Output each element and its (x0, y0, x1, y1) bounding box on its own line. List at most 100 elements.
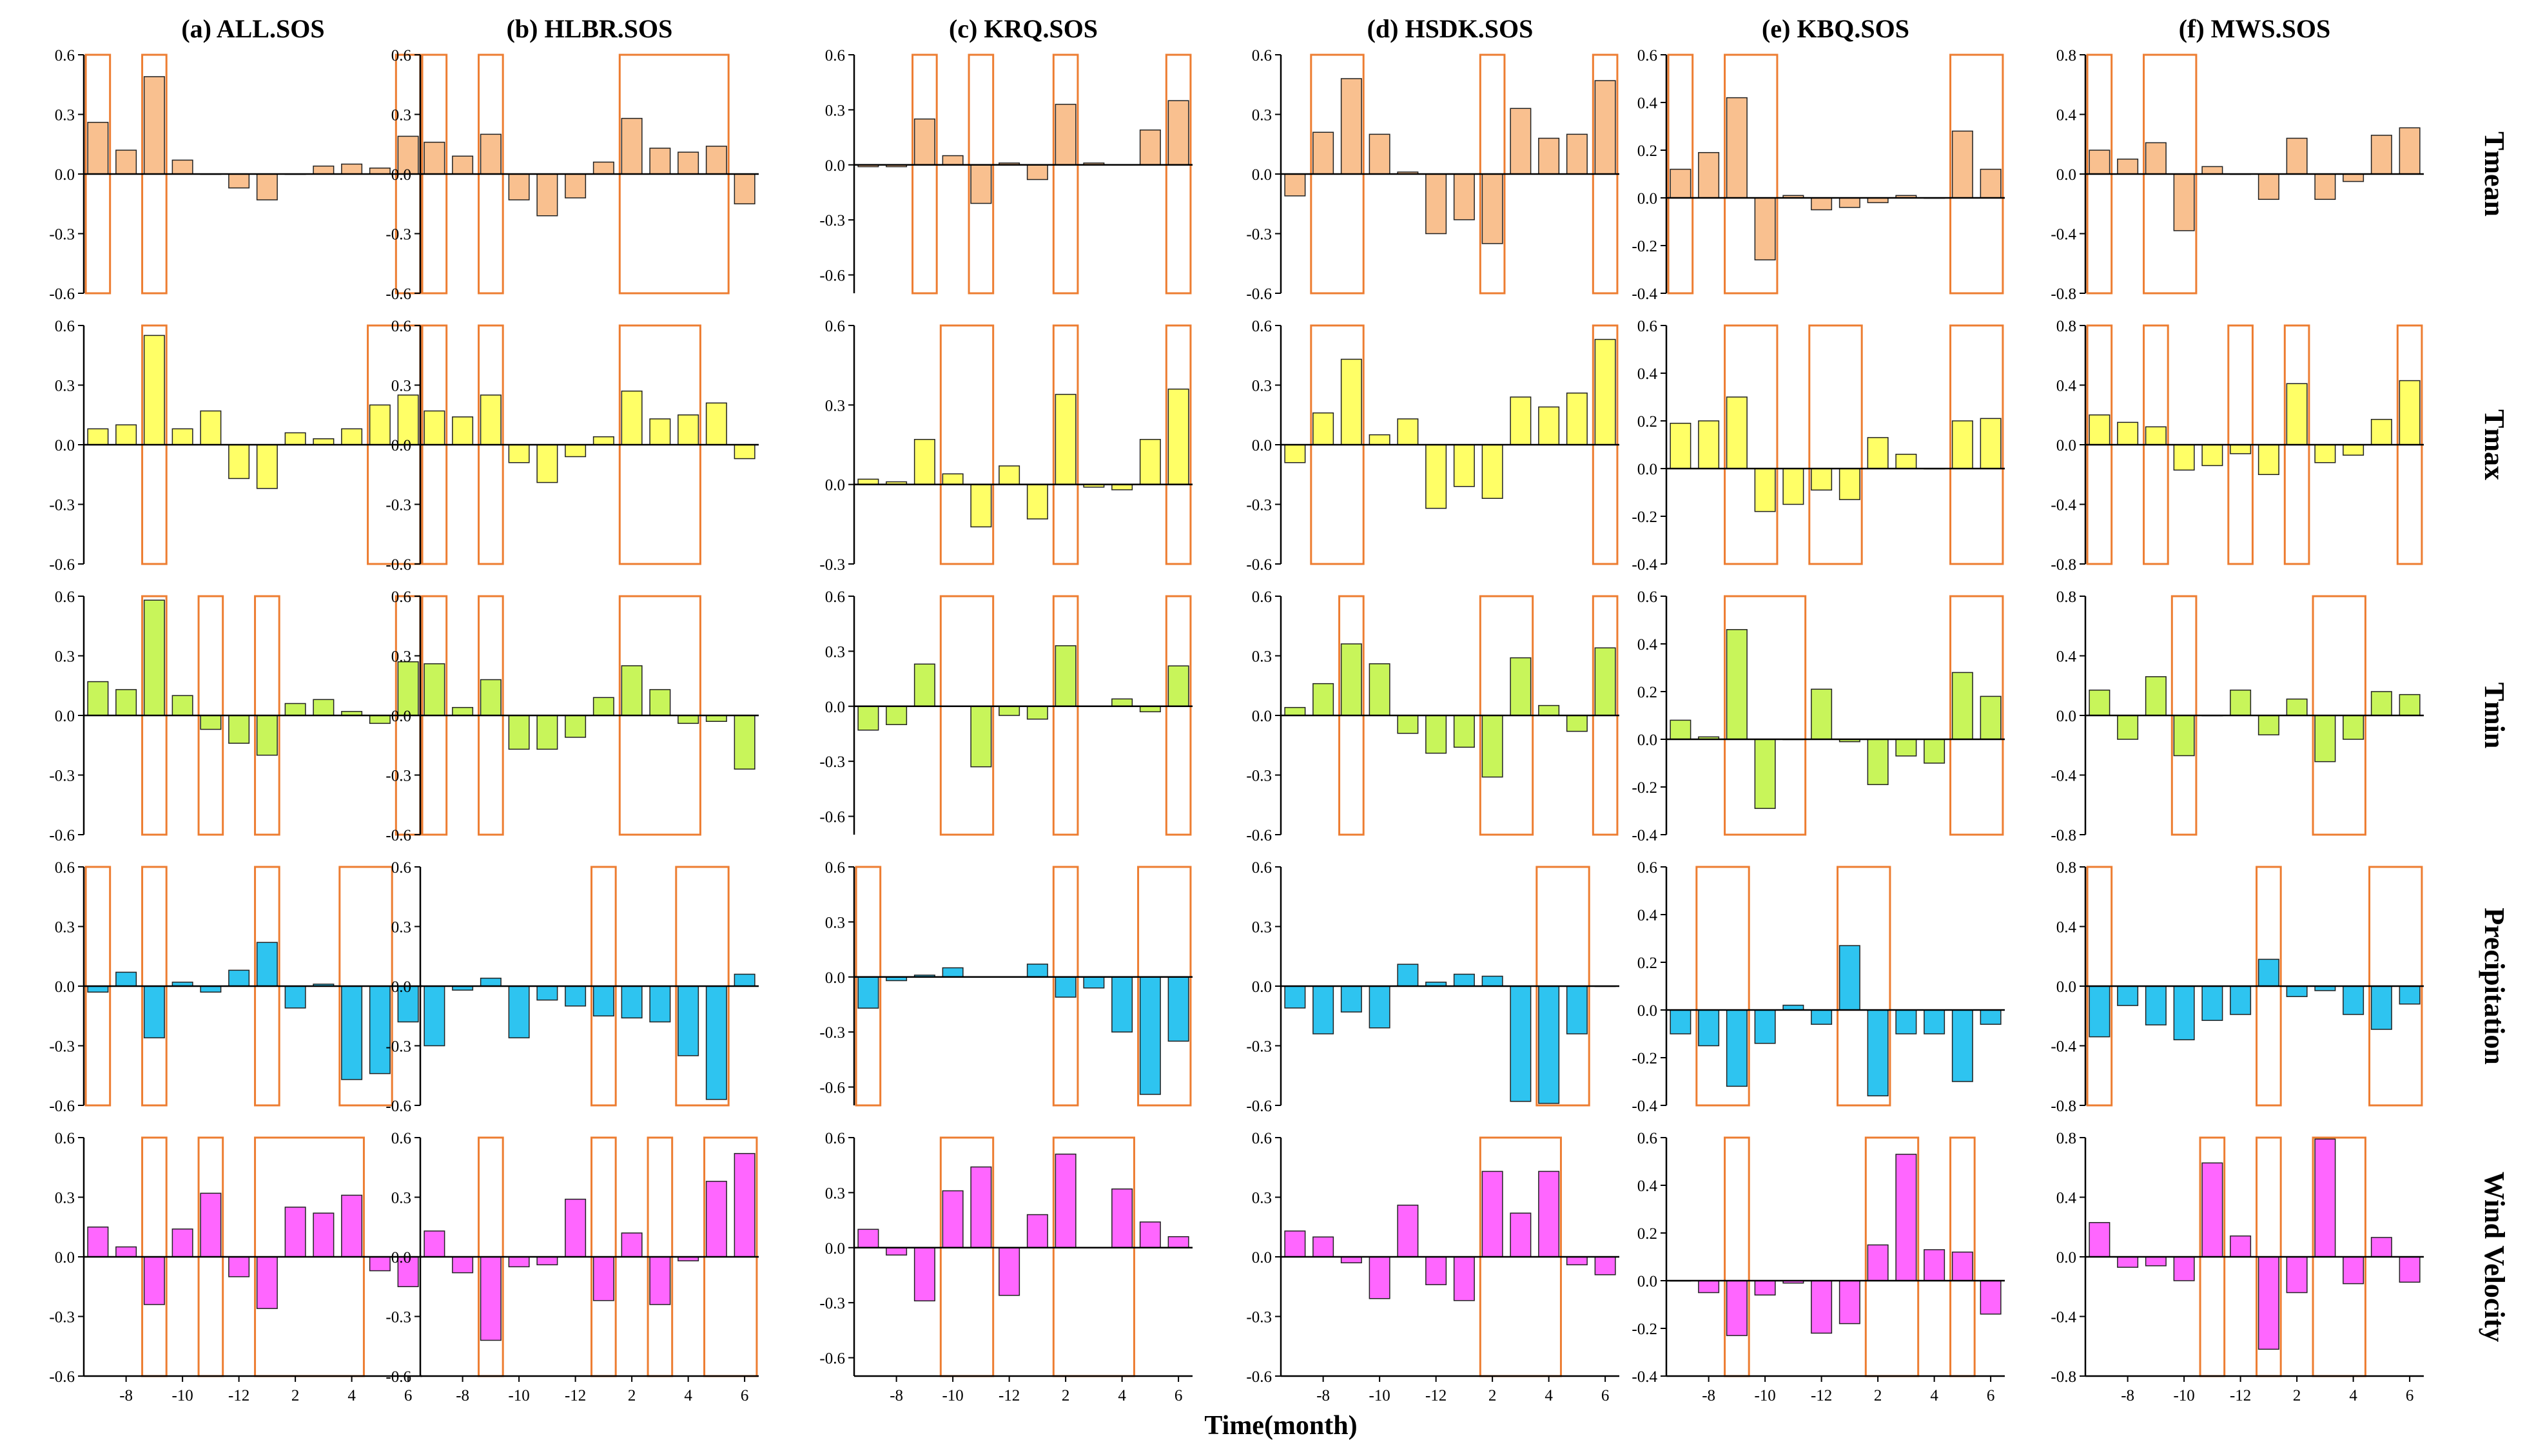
column-title: (e) KBQ.SOS (1762, 14, 1909, 43)
y-tick-label: 0.0 (2056, 166, 2076, 184)
bar (1312, 1236, 1334, 1257)
bar (1670, 1009, 1691, 1034)
bar (256, 444, 278, 489)
bar (1951, 420, 1973, 469)
y-tick-label: 0.3 (391, 1190, 411, 1207)
x-tick-label: 4 (347, 1387, 356, 1404)
column-title: (c) KRQ.SOS (949, 14, 1098, 43)
bar (1980, 695, 2002, 740)
significance-box (1949, 595, 2004, 836)
bar (2257, 173, 2279, 200)
y-tick-label: 0.2 (1637, 413, 1657, 431)
panel: 0.6 0.3 0.0 -0.3 -0.6 (819, 47, 1193, 295)
y-tick-label: 0.0 (825, 477, 845, 494)
column-title: (b) HLBR.SOS (507, 14, 673, 43)
bar (480, 394, 502, 445)
bar (256, 173, 278, 200)
bar (2145, 142, 2167, 175)
bar (87, 1227, 109, 1257)
bar (1510, 985, 1532, 1102)
bar (200, 1192, 222, 1257)
y-tick-label: -0.4 (1632, 1368, 1657, 1386)
bar (1026, 1214, 1048, 1248)
bar (2201, 1162, 2223, 1257)
bar (970, 1166, 992, 1248)
bar (2089, 689, 2111, 716)
significance-box (1052, 324, 1079, 565)
bar (1980, 168, 2002, 199)
y-tick-label: 0.6 (1637, 47, 1657, 64)
bar (2257, 1256, 2279, 1350)
bar (2286, 985, 2308, 997)
bar (1139, 439, 1161, 485)
x-tick-label: -8 (456, 1387, 469, 1404)
significance-box (1667, 53, 1694, 295)
panel: 0.8 0.4 0.0 -0.4 -0.8 (2051, 859, 2424, 1115)
y-tick-label: 0.0 (825, 969, 845, 987)
y-tick-label: -0.6 (819, 1350, 845, 1368)
bar (200, 715, 222, 730)
bar (678, 985, 699, 1056)
bar (999, 1247, 1020, 1296)
y-tick-label: -0.3 (1246, 768, 1272, 785)
bar (1453, 173, 1475, 220)
bar (256, 1256, 278, 1309)
significance-box (1724, 324, 1779, 565)
bar (2286, 1256, 2308, 1294)
y-tick-label: -0.6 (1246, 286, 1272, 303)
column-title: (f) MWS.SOS (2179, 14, 2331, 43)
significance-box (939, 324, 995, 565)
bar (1284, 706, 1306, 716)
bar (1312, 131, 1334, 175)
panel: 0.6 0.3 0.0 -0.3 -0.6 (385, 318, 759, 574)
bar (2257, 715, 2279, 735)
panel: 0.6 0.3 0.0 -0.3 -0.6 (385, 588, 759, 844)
bar (1698, 1280, 1720, 1294)
x-tick-label: 6 (2406, 1387, 2414, 1404)
panel: 0.6 0.4 0.2 0.0 -0.2 -0.4 (1632, 859, 2005, 1115)
y-tick-label: 0.0 (1252, 978, 1272, 996)
y-tick-label: 0.4 (1637, 1178, 1658, 1195)
y-tick-label: 0.6 (391, 318, 411, 335)
y-tick-label: -0.6 (385, 1368, 411, 1386)
bar (1838, 468, 1860, 500)
bar (1139, 976, 1161, 1095)
bar (1026, 164, 1048, 180)
y-tick-label: 0.6 (825, 318, 845, 335)
x-tick-label: -10 (2173, 1387, 2194, 1404)
bar (1594, 338, 1616, 445)
bar (970, 483, 992, 528)
significance-box (1949, 324, 2004, 565)
significance-box (1165, 53, 1192, 295)
y-tick-label: 0.3 (825, 1185, 845, 1202)
y-tick-label: -0.3 (385, 1309, 411, 1326)
y-tick-label: -0.3 (1246, 1309, 1272, 1326)
bar (2173, 715, 2195, 757)
bar (2399, 1256, 2421, 1283)
bar (143, 599, 165, 716)
bar (1980, 418, 2002, 469)
panel: 0.6 0.3 0.0 -0.3 -0.6 (1246, 47, 1619, 303)
bar (2399, 380, 2421, 445)
y-tick-label: -0.6 (49, 1098, 75, 1115)
bar (1055, 976, 1077, 998)
bar (565, 1198, 587, 1257)
y-tick-label: 0.3 (1252, 107, 1272, 124)
bar (1340, 1256, 1362, 1263)
y-tick-label: 0.6 (1637, 859, 1657, 877)
bar (1980, 1009, 2002, 1025)
bar (734, 973, 756, 987)
panel: 0.8 0.4 0.0 -0.4 -0.8 (2051, 318, 2424, 574)
bar (1453, 715, 1475, 748)
panel: 0.8 0.4 0.0 -0.4 -0.8 -8 -10 -12 2 4 6 (2051, 1130, 2424, 1404)
bar (313, 699, 335, 716)
bar (228, 969, 250, 987)
bar (2370, 1237, 2392, 1257)
bar (2173, 173, 2195, 231)
bar (536, 1256, 558, 1266)
y-tick-label: 0.4 (1637, 365, 1658, 383)
bar (1895, 454, 1917, 469)
bar (1369, 663, 1390, 716)
bar (1510, 108, 1532, 175)
